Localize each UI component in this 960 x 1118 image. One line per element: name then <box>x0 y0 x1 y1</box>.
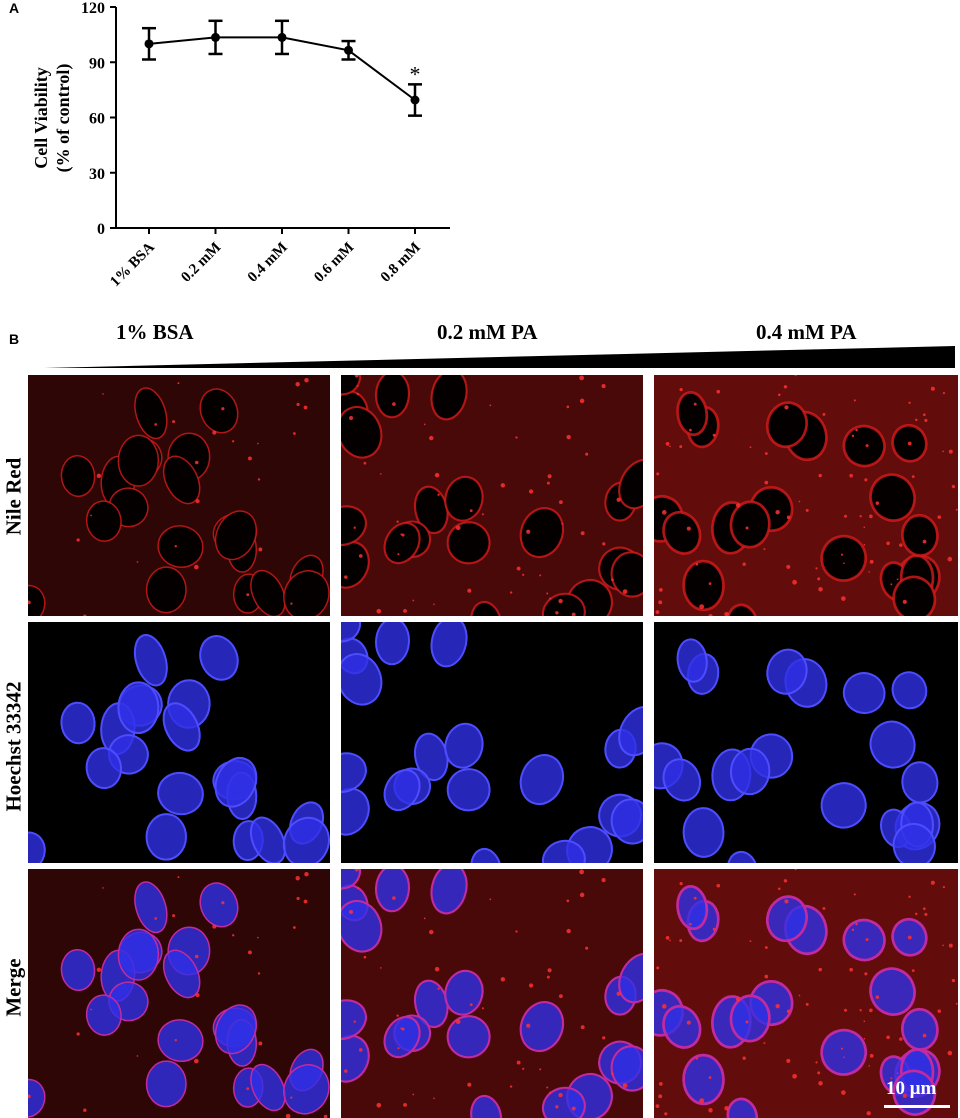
y-tick-label: 90 <box>89 55 105 72</box>
panel-a-letter: A <box>9 0 20 16</box>
concentration-gradient-wedge <box>44 346 955 368</box>
data-point <box>211 32 220 42</box>
data-point <box>410 95 420 105</box>
micrograph-merge-pa-04 <box>654 869 958 1118</box>
x-tick-label: 0.2 mM <box>178 240 224 286</box>
y-tick-label: 30 <box>89 166 105 183</box>
significance-marker: * <box>410 61 421 86</box>
micrograph-nile-red-bsa <box>28 375 330 616</box>
row-label-merge: Merge <box>1 958 26 1017</box>
column-label-bsa: 1% BSA <box>116 320 194 344</box>
data-point <box>144 39 154 49</box>
scale-bar-label: 10 μm <box>886 1078 937 1099</box>
row-label-nile-red: Nile Red <box>1 457 26 536</box>
micrograph-merge-pa-02 <box>341 869 643 1118</box>
column-label-pa-04: 0.4 mM PA <box>756 320 857 344</box>
x-tick-label: 0.8 mM <box>378 240 424 286</box>
y-axis-label: Cell Viability (% of control) <box>31 64 74 173</box>
data-point <box>277 32 287 42</box>
micrograph-nile-red-pa-04 <box>654 375 958 616</box>
y-tick-label: 120 <box>81 0 105 17</box>
micrograph-hoechst-pa-02 <box>341 622 643 863</box>
column-label-pa-02: 0.2 mM PA <box>437 320 538 344</box>
data-point <box>344 45 353 55</box>
y-tick-label: 60 <box>89 111 105 128</box>
scale-bar <box>884 1105 950 1108</box>
panel-b-letter: B <box>9 331 20 347</box>
micrograph-hoechst-pa-04 <box>654 622 958 863</box>
viability-chart: 0 30 60 90 120 1% BSA 0.2 mM 0.4 mM 0.6 mM 0.8 mM… <box>31 0 450 290</box>
x-tick-label: 1% BSA <box>107 239 158 290</box>
x-tick-label: 0.6 mM <box>311 240 357 286</box>
row-label-hoechst: Hoechst 33342 <box>1 681 26 812</box>
micrograph-merge-bsa <box>28 869 330 1118</box>
y-tick-label: 0 <box>97 221 105 238</box>
micrograph-nile-red-pa-02 <box>341 375 643 616</box>
x-tick-label: 0.4 mM <box>245 240 291 286</box>
micrograph-hoechst-bsa <box>28 622 330 863</box>
